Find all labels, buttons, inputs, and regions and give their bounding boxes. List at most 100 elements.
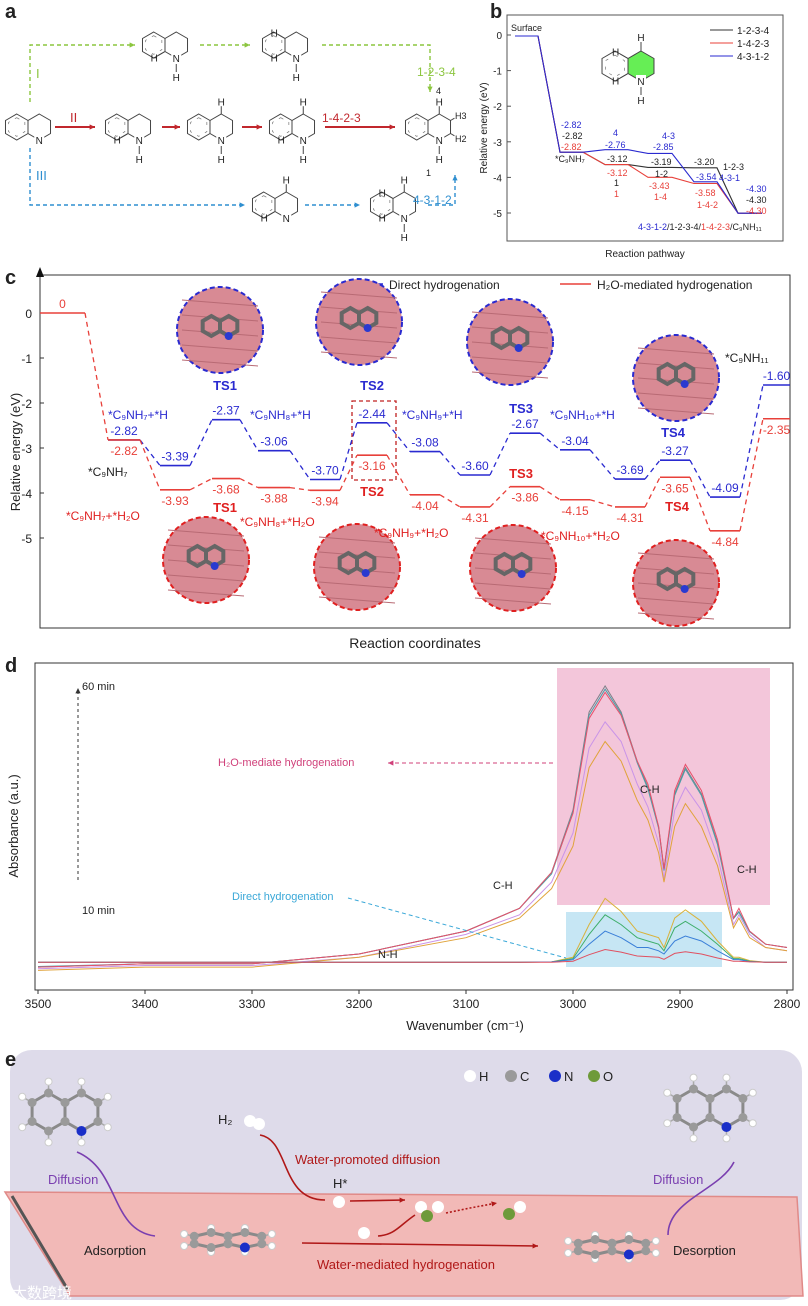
energy-annotation: 1-2-3 — [723, 162, 744, 172]
lattice-line — [471, 356, 549, 364]
arrow-head — [399, 1197, 405, 1203]
nitrogen-atom — [239, 1242, 250, 1253]
lattice-line — [320, 306, 398, 314]
spectrum-water-mediated — [37, 691, 788, 968]
carbon-atom — [27, 1117, 37, 1126]
atom-h-label: H — [173, 73, 180, 84]
panel-label-b: b — [490, 1, 502, 23]
arrow-shaft — [428, 175, 456, 206]
route-I-arrow — [200, 42, 250, 48]
energy-value-label: -3.93 — [161, 494, 189, 508]
legend-atom-O — [588, 1070, 600, 1082]
energy-value-label: -3.70 — [311, 464, 339, 478]
legend-atom-label: H — [479, 1069, 488, 1084]
atom-h-label: H — [271, 28, 278, 39]
hydrogen-atom — [180, 1230, 189, 1238]
energy-annotation: -2.82 — [562, 131, 583, 141]
energy-value-label: -4.09 — [711, 481, 739, 495]
arrow-shaft — [29, 148, 245, 206]
atom-h-label: H — [379, 214, 386, 225]
bond — [385, 194, 394, 199]
position-label: 4 — [436, 86, 441, 96]
atom-h-label: H — [151, 54, 158, 65]
energy-annotation: -3.12 — [607, 154, 628, 164]
molecule-structure: NHH — [141, 31, 189, 84]
x-tick-label: 2900 — [667, 997, 694, 1011]
ts-label-direct: TS3 — [509, 401, 533, 416]
bond — [450, 133, 455, 137]
y-tick-label: -5 — [493, 209, 502, 220]
hydrogen-atom — [77, 1138, 86, 1147]
oh-o — [503, 1208, 515, 1220]
molecule-structure: NHH — [186, 98, 234, 166]
carbon-atom — [189, 1231, 199, 1241]
arrow-head — [354, 202, 360, 208]
atom-n-label: N — [136, 136, 143, 147]
lattice-line — [474, 582, 552, 590]
legend-atom-label: C — [520, 1069, 529, 1084]
lattice-line — [181, 359, 259, 367]
carbon-atom — [223, 1231, 233, 1241]
arrow-shaft — [349, 1199, 406, 1202]
route-II-arrow — [325, 124, 395, 130]
energy-value-label: -3.06 — [260, 435, 288, 449]
y-tick-label: -1 — [493, 67, 502, 78]
x-axis-label: Reaction coordinates — [349, 635, 481, 651]
water-mediated-hydrogenation-label: Water-mediated hydrogenation — [317, 1257, 495, 1272]
carbon-atom — [257, 1231, 267, 1241]
aromatic-bonds — [272, 117, 290, 137]
plot-frame — [506, 14, 784, 242]
aromatic-bonds — [605, 54, 625, 78]
arrow-head — [129, 42, 135, 48]
h-transfer-arrow — [349, 1197, 406, 1203]
h2-atom — [253, 1118, 265, 1130]
pointer-line — [347, 897, 567, 959]
energy-value-label: -4.84 — [711, 535, 739, 549]
connector — [739, 384, 764, 498]
atom-h-label: H — [612, 47, 619, 58]
x-tick-label: 3200 — [346, 997, 373, 1011]
carbon-atom — [607, 1238, 617, 1248]
lattice-line — [181, 299, 259, 307]
nitrogen-atom — [210, 562, 219, 570]
connector — [439, 494, 461, 508]
hydrogen-atom — [77, 1077, 86, 1086]
carbon-atom — [76, 1088, 86, 1098]
series-water-mediated: 0 -2.82 -3.93 -3.68 -3.88 -3.94 -3.16 -4.04 -4.3… — [40, 297, 790, 549]
arrow-shaft — [259, 1134, 326, 1201]
direct-label: Direct hydrogenation — [232, 891, 334, 903]
y-tick-label: -3 — [493, 138, 502, 149]
ts-structure-inset — [313, 523, 401, 611]
ts-structure-inset — [466, 298, 554, 386]
atom-h-label: H — [218, 155, 225, 166]
atom-n-label: N — [436, 136, 443, 147]
connector — [239, 478, 259, 489]
y-tick-label: -4 — [493, 173, 502, 184]
route-I-arrow — [29, 42, 135, 102]
state-label-water: *C₉NH₁₀+*H₂O — [541, 529, 620, 543]
connector — [386, 422, 411, 453]
energy-value-label: -3.16 — [358, 459, 386, 473]
arrow-shaft — [29, 44, 135, 102]
carbon-atom — [44, 1088, 54, 1098]
energy-annotation: *C₉NH₇ — [555, 154, 585, 164]
panel-b: b 0 -1 -2 -3 -4 -5 Relative energy (eV) Reaction… — [479, 1, 784, 260]
y-tick-label: -4 — [21, 487, 32, 501]
carbon-atom — [240, 1228, 250, 1237]
carbon-atom — [257, 1239, 267, 1249]
plot-frame — [39, 274, 791, 629]
aromatic-bonds — [408, 117, 426, 137]
energy-value-label: -3.68 — [212, 483, 240, 497]
energy-annotation: -2.76 — [605, 140, 626, 150]
adsorption-diffusion-arrow — [76, 1151, 156, 1237]
y-tick-label: -5 — [21, 532, 32, 546]
route-label-I: I — [36, 66, 40, 81]
start-state-label: *C₉NH₇ — [88, 465, 128, 479]
hydrogen-atom — [651, 1249, 660, 1257]
carbon-atom — [223, 1239, 233, 1249]
ts-structure-inset — [632, 334, 720, 422]
lattice-line — [637, 347, 715, 355]
energy-annotation: 4 — [613, 128, 618, 138]
axis-arrow — [36, 267, 44, 277]
atom-n-label: N — [293, 54, 300, 65]
